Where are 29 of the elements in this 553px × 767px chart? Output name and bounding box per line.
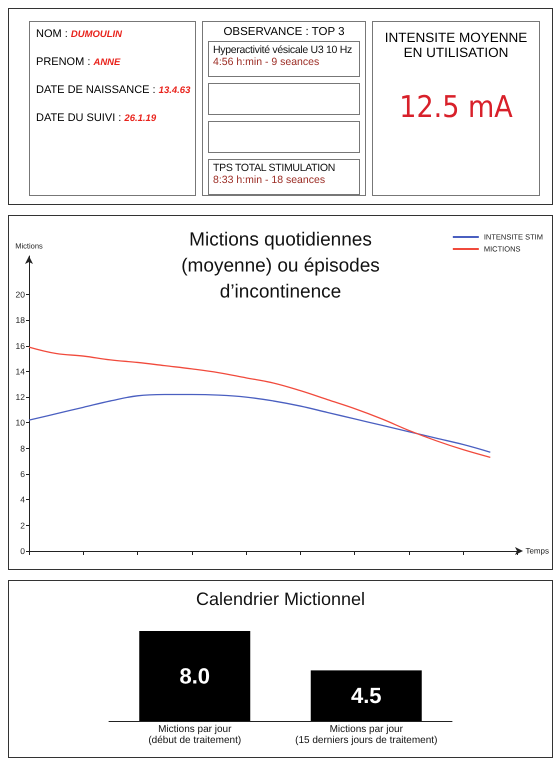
y-tick-label: 8 (20, 443, 26, 454)
x-axis-title: Temps (525, 546, 549, 556)
line-series (28, 394, 491, 453)
data-label: 4.5 (350, 683, 382, 708)
y-tick-label: 16 (16, 340, 26, 351)
text: NOM : DUMOULIN (36, 28, 124, 40)
y-tick-label: 4 (20, 494, 26, 505)
y-tick-label: 14 (16, 366, 26, 376)
y-tick-label: 12 (16, 392, 26, 402)
y-tick-label: 2 (20, 520, 26, 530)
text: INTENSITE MOYENNE EN UTILISATION (384, 30, 528, 60)
chart-title: Calendrier Mictionnel (196, 589, 366, 609)
x-tick-label: Mictions par jour (15 derniers jours de traitement) (295, 724, 438, 746)
y-tick-label: 10 (16, 418, 26, 428)
y-tick-label: 18 (16, 315, 26, 326)
y-tick-label: 20 (16, 289, 26, 300)
text: TPS TOTAL STIMULATION 8:33 h:min - 18 seances (213, 162, 336, 186)
y-tick-label: 0 (20, 546, 26, 556)
text: Hyperactivité vésicale U3 10 Hz 4:56 h:min - 9 seances (213, 44, 353, 68)
line-series (28, 346, 491, 458)
x-tick-label: Mictions par jour (début de traitement) (148, 724, 242, 746)
chart-title: Mictions quotidiennes (moyenne) ou épisodes d’incontinence (181, 230, 380, 302)
y-tick-label: 6 (20, 469, 26, 480)
text: PRENOM : ANNE (36, 56, 122, 68)
text: DATE DU SUIVI : 26.1.19 (36, 112, 158, 124)
text: 12.5 mA (398, 90, 514, 125)
data-label: 8.0 (179, 664, 210, 688)
text: DATE DE NAISSANCE : 13.4.63 (36, 84, 190, 96)
text: OBSERVANCE : TOP 3 (222, 26, 346, 38)
